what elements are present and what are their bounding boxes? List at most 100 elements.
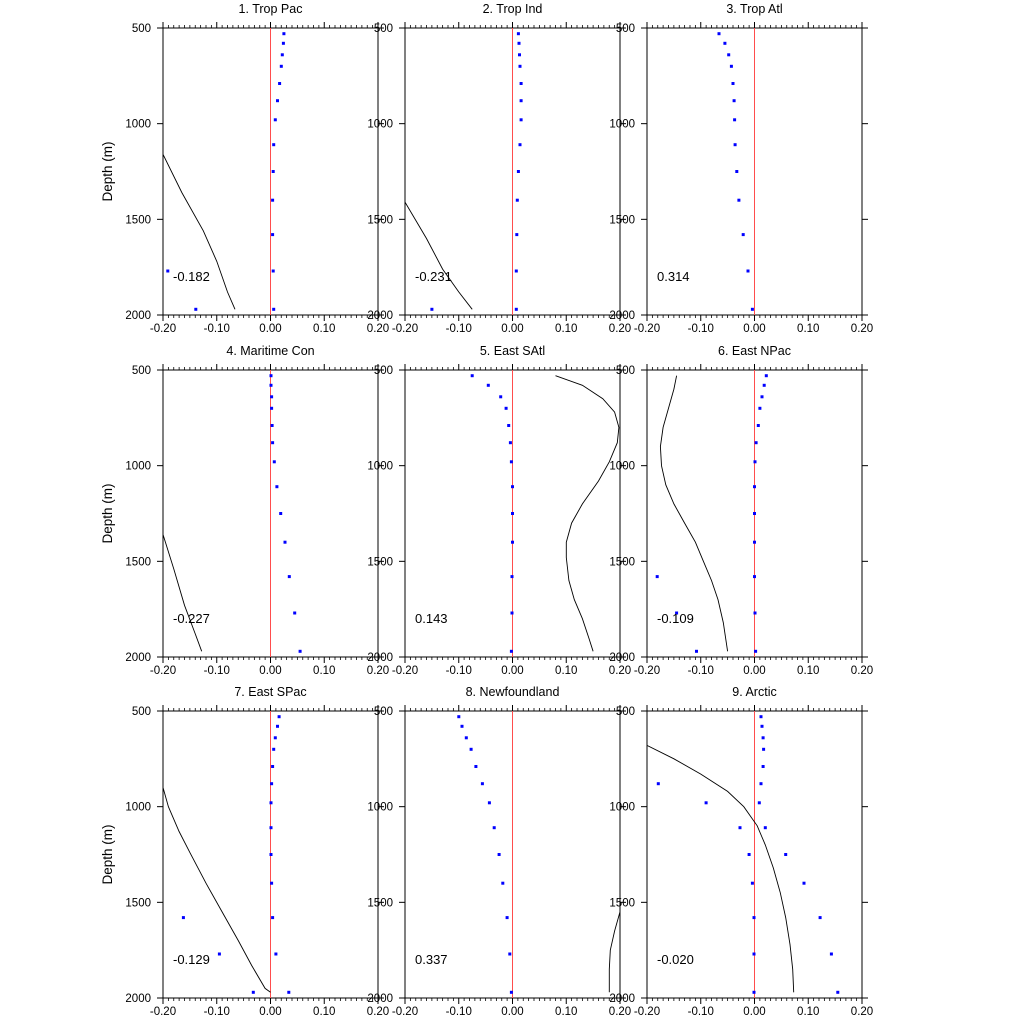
y-tick-label: 1500 bbox=[609, 897, 635, 909]
x-tick-label: 0.20 bbox=[851, 1006, 873, 1018]
panel-value-label: 0.337 bbox=[415, 952, 448, 967]
data-point bbox=[251, 990, 255, 994]
data-point bbox=[754, 441, 758, 445]
data-point bbox=[695, 649, 698, 653]
panel-value-label: -0.231 bbox=[415, 269, 452, 284]
panel-title: 1. Trop Pac bbox=[239, 2, 303, 16]
x-tick-label: 0.10 bbox=[313, 323, 335, 335]
y-tick-label: 1500 bbox=[367, 897, 393, 909]
data-point bbox=[282, 32, 286, 36]
data-point bbox=[675, 611, 679, 615]
data-point bbox=[752, 916, 756, 920]
x-tick-label: 0.00 bbox=[501, 323, 523, 335]
data-point bbox=[510, 575, 514, 579]
data-point bbox=[754, 649, 758, 653]
data-point bbox=[279, 512, 283, 515]
data-point bbox=[518, 64, 522, 68]
x-tick-label: 0.20 bbox=[609, 1006, 631, 1018]
y-tick-label: 1500 bbox=[125, 556, 151, 568]
panel-value-label: -0.020 bbox=[657, 952, 694, 967]
y-tick-label: 500 bbox=[374, 23, 393, 35]
data-point bbox=[750, 307, 754, 311]
data-point bbox=[460, 724, 464, 728]
data-point bbox=[735, 170, 739, 173]
x-tick-label: -0.20 bbox=[150, 665, 176, 677]
x-tick-label: -0.10 bbox=[446, 323, 472, 335]
y-axis-label: Depth (m) bbox=[100, 483, 115, 543]
data-point bbox=[276, 99, 279, 103]
data-point bbox=[752, 952, 756, 956]
data-point bbox=[517, 41, 521, 45]
x-tick-label: 0.00 bbox=[259, 323, 281, 335]
data-point bbox=[759, 782, 763, 786]
x-tick-label: 0.00 bbox=[259, 1006, 281, 1018]
x-tick-label: 0.10 bbox=[555, 1006, 577, 1018]
data-point bbox=[515, 233, 519, 237]
y-axis-label: Depth (m) bbox=[100, 141, 115, 201]
data-point bbox=[752, 990, 756, 994]
data-point bbox=[519, 118, 523, 122]
x-tick-label: 0.00 bbox=[501, 1006, 523, 1018]
data-point bbox=[760, 724, 764, 728]
y-tick-label: 1500 bbox=[125, 897, 151, 909]
data-point bbox=[818, 916, 822, 920]
x-tick-label: 0.10 bbox=[555, 665, 577, 677]
panel-title: 5. East SAtl bbox=[480, 344, 545, 358]
x-tick-label: 0.00 bbox=[743, 323, 765, 335]
panel-3: -0.20 -0.10 0.00 0.10 0.20 500 1000 1500 2000 3. … bbox=[609, 2, 873, 335]
data-point bbox=[753, 611, 757, 615]
y-tick-label: 2000 bbox=[367, 993, 393, 1005]
panel-title: 2. Trop Ind bbox=[483, 2, 543, 16]
data-point bbox=[492, 826, 496, 830]
data-point bbox=[486, 383, 490, 387]
profile-curve bbox=[163, 787, 271, 993]
x-tick-label: -0.10 bbox=[688, 323, 714, 335]
data-point bbox=[516, 32, 520, 36]
data-point bbox=[271, 233, 275, 237]
x-tick-label: 0.10 bbox=[555, 323, 577, 335]
panel-title: 8. Newfoundland bbox=[466, 685, 560, 699]
x-tick-label: -0.20 bbox=[634, 665, 660, 677]
data-point bbox=[762, 383, 766, 387]
data-point bbox=[511, 540, 514, 544]
data-point bbox=[287, 990, 291, 994]
y-tick-label: 1000 bbox=[125, 802, 151, 814]
y-tick-label: 2000 bbox=[125, 310, 151, 322]
data-point bbox=[750, 881, 754, 885]
data-point bbox=[272, 460, 276, 464]
data-point bbox=[733, 143, 737, 147]
y-tick-label: 2000 bbox=[609, 993, 635, 1005]
data-point bbox=[509, 649, 513, 653]
x-tick-label: -0.10 bbox=[204, 1006, 230, 1018]
data-point bbox=[655, 575, 659, 579]
data-point bbox=[753, 460, 757, 464]
panel-value-label: -0.109 bbox=[657, 611, 694, 626]
data-point bbox=[276, 724, 279, 728]
data-point bbox=[287, 575, 291, 579]
x-tick-label: 0.20 bbox=[609, 323, 631, 335]
x-tick-label: -0.20 bbox=[392, 323, 418, 335]
profile-curve bbox=[405, 201, 473, 310]
data-point bbox=[762, 747, 766, 751]
y-tick-label: 1500 bbox=[367, 214, 393, 226]
data-point bbox=[273, 118, 277, 122]
data-point bbox=[829, 952, 833, 956]
data-point bbox=[474, 765, 478, 768]
data-point bbox=[727, 53, 731, 57]
x-tick-label: 0.10 bbox=[313, 1006, 335, 1018]
data-point bbox=[761, 765, 765, 768]
x-tick-label: 0.00 bbox=[501, 665, 523, 677]
panel-6: -0.20 -0.10 0.00 0.10 0.20 500 1000 1500 2000 6. … bbox=[609, 344, 873, 677]
data-point bbox=[518, 143, 522, 147]
data-point bbox=[784, 853, 788, 856]
data-point bbox=[269, 853, 273, 856]
data-point bbox=[293, 611, 297, 615]
data-point bbox=[510, 611, 514, 615]
data-point bbox=[270, 881, 274, 885]
x-tick-label: 0.00 bbox=[259, 665, 281, 677]
profile-curve bbox=[163, 154, 236, 310]
x-tick-label: 0.20 bbox=[367, 665, 389, 677]
data-point bbox=[269, 374, 273, 378]
panel-4: -0.20 -0.10 0.00 0.10 0.20 500 1000 1500 2000 Dep… bbox=[100, 344, 389, 677]
y-tick-label: 1000 bbox=[367, 461, 393, 473]
